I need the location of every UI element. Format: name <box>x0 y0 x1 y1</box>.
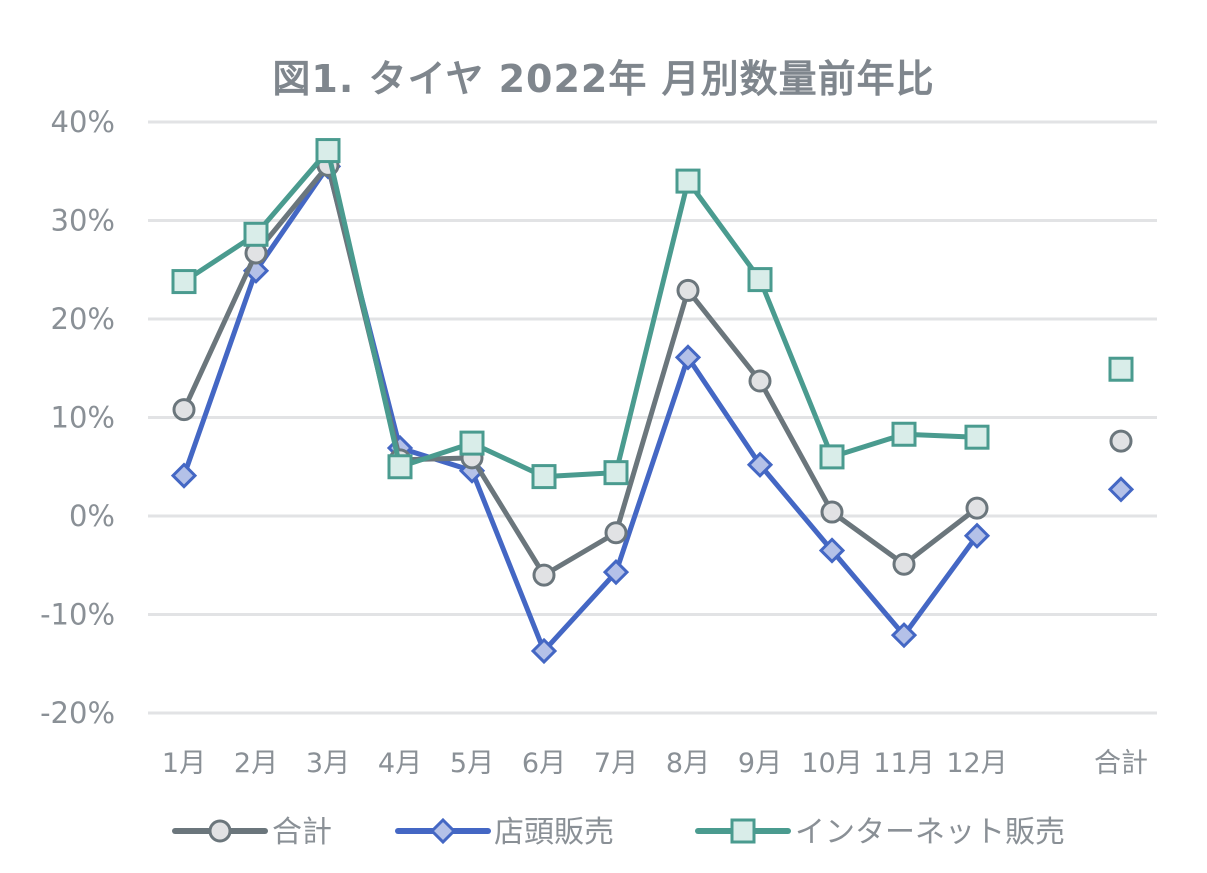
series-square <box>171 138 1134 490</box>
x-tick-label: 1月 <box>162 748 206 779</box>
x-tick-label: 10月 <box>801 748 862 779</box>
legend-label: 店頭販売 <box>494 815 614 850</box>
circle-marker <box>604 521 628 545</box>
diamond-marker <box>818 537 846 564</box>
x-tick-label: 合計 <box>1094 748 1148 779</box>
diamond-marker <box>1107 476 1135 503</box>
x-tick-label: 4月 <box>378 748 422 779</box>
y-tick-label: -10% <box>40 598 115 632</box>
diamond-marker <box>674 344 702 371</box>
y-tick-label: 0% <box>69 499 115 533</box>
x-tick-label: 7月 <box>594 748 638 779</box>
square-marker <box>964 424 990 450</box>
diamond-marker <box>530 637 558 665</box>
series-circle <box>172 153 1133 587</box>
square-marker <box>603 460 629 486</box>
y-tick-label: 10% <box>51 401 115 435</box>
y-tick-label: -20% <box>40 696 115 730</box>
chart-title: 図1. タイヤ 2022年 月別数量前年比 <box>272 57 935 101</box>
square-marker <box>891 421 917 447</box>
circle-marker <box>532 563 556 587</box>
series-lines <box>170 138 1135 665</box>
x-tick-label: 9月 <box>738 748 782 779</box>
square-marker <box>675 168 701 194</box>
diamond-marker <box>602 559 630 586</box>
square-marker <box>243 221 269 247</box>
diamond-marker <box>746 451 774 478</box>
square-marker <box>531 464 557 490</box>
series-line <box>181 162 979 578</box>
diamond-marker <box>890 622 918 649</box>
y-axis-ticks: 40% 30% 20% 10% 0% -10% -20% <box>40 105 115 730</box>
square-marker <box>730 818 756 844</box>
legend: 合計 店頭販売 インターネット販売 <box>172 815 1065 850</box>
x-tick-label: 12月 <box>946 748 1007 779</box>
circle-marker <box>892 552 916 576</box>
legend-label: インターネット販売 <box>795 815 1065 850</box>
x-tick-label: 3月 <box>306 748 350 779</box>
square-marker <box>819 444 845 470</box>
circle-marker <box>820 500 844 524</box>
square-marker <box>387 454 413 480</box>
square-marker <box>459 430 485 456</box>
circle-marker <box>1109 429 1133 453</box>
circle-marker <box>208 819 232 843</box>
circle-marker <box>172 398 196 422</box>
circle-marker <box>748 369 772 393</box>
diamond-marker <box>963 522 991 549</box>
legend-item[interactable]: 店頭販売 <box>395 815 614 850</box>
legend-item[interactable]: インターネット販売 <box>695 815 1065 850</box>
x-tick-label: 5月 <box>450 748 494 779</box>
y-tick-label: 40% <box>51 105 115 139</box>
legend-item[interactable]: 合計 <box>172 815 332 850</box>
x-tick-label: 6月 <box>522 748 566 779</box>
square-marker <box>171 269 197 295</box>
x-axis-ticks: 1月 2月 3月 4月 5月 6月 7月 8月 9月 10月 11月 12月 合計 <box>162 748 1148 779</box>
x-tick-label: 2月 <box>234 748 278 779</box>
x-tick-label: 11月 <box>873 748 934 779</box>
circle-marker <box>965 496 989 520</box>
diamond-marker <box>429 817 457 845</box>
legend-label: 合計 <box>272 815 332 850</box>
square-marker <box>747 267 773 293</box>
x-tick-label: 8月 <box>666 748 710 779</box>
square-marker <box>1108 356 1134 382</box>
square-marker <box>315 138 341 164</box>
diamond-marker <box>170 462 198 489</box>
y-tick-label: 30% <box>51 204 115 238</box>
series-line <box>181 163 980 654</box>
y-tick-label: 20% <box>51 302 115 336</box>
circle-marker <box>676 278 700 302</box>
